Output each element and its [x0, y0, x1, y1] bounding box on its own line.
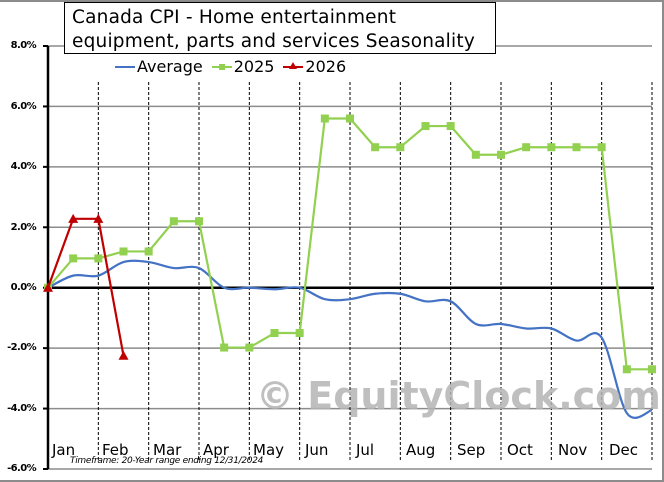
x-tick-label: Jan: [52, 441, 76, 459]
y-tick-label: -6.0%: [7, 463, 36, 474]
data-point-marker: [69, 254, 78, 263]
data-point-marker: [371, 143, 380, 152]
data-point-marker: [622, 365, 631, 374]
data-point-marker: [195, 217, 203, 226]
data-point-marker: [497, 150, 505, 159]
timeframe-note: Timeframe: 20-Year range ending 12/31/20…: [70, 456, 264, 466]
legend-item-2026: 2026: [283, 57, 346, 76]
legend-label-2025: 2025: [233, 57, 275, 76]
data-point-marker: [93, 213, 104, 223]
data-point-marker: [118, 350, 129, 360]
data-point-marker: [346, 114, 354, 123]
triangle-marker-icon: [283, 61, 304, 73]
watermark: © EquityClock.com: [256, 374, 661, 418]
data-point-marker: [119, 247, 128, 256]
data-point-marker: [245, 343, 254, 352]
data-point-marker: [144, 247, 153, 256]
series-line-average: [47, 259, 653, 419]
x-tick-label: Oct: [507, 441, 533, 459]
y-tick-label: 0.0%: [10, 282, 37, 293]
chart-title: Canada CPI - Home entertainment equipmen…: [64, 2, 496, 54]
data-point-marker: [547, 143, 556, 152]
y-tick-label: 4.0%: [10, 161, 37, 172]
y-tick-label: 8.0%: [10, 40, 37, 51]
legend-label-average: Average: [137, 57, 203, 76]
x-tick-label: Jun: [305, 441, 329, 459]
x-tick-label: Sep: [457, 441, 486, 459]
data-point-marker: [396, 143, 405, 152]
x-tick-label: Feb: [102, 441, 129, 459]
x-tick-label: Mar: [153, 441, 182, 459]
chart-legend: Average 2025 2026: [115, 57, 355, 76]
chart-title-line-2: equipment, parts and services Seasonalit…: [72, 31, 475, 52]
data-point-marker: [68, 213, 79, 223]
x-tick-label: Dec: [609, 441, 639, 459]
x-tick-label: Jul: [356, 441, 375, 459]
legend-item-average: Average: [115, 57, 203, 76]
data-point-marker: [270, 329, 279, 338]
data-point-marker: [648, 365, 656, 374]
data-point-marker: [421, 122, 430, 131]
data-point-marker: [94, 254, 103, 263]
y-tick-label: 2.0%: [10, 222, 37, 233]
y-tick-label: -2.0%: [7, 342, 36, 353]
data-point-marker: [572, 143, 581, 152]
data-point-marker: [220, 343, 229, 352]
data-point-marker: [295, 329, 304, 338]
x-tick-label: Aug: [406, 441, 436, 459]
legend-item-2025: 2025: [211, 57, 275, 76]
square-marker-icon: [211, 61, 232, 73]
series-line-2026: [46, 217, 125, 356]
y-tick-label: -4.0%: [7, 403, 36, 414]
chart-title-line-1: Canada CPI - Home entertainment: [72, 7, 397, 28]
x-tick-label: May: [253, 441, 285, 459]
legend-label-2026: 2026: [305, 57, 347, 76]
x-tick-label: Apr: [203, 441, 229, 459]
data-point-marker: [597, 143, 606, 152]
data-point-marker: [471, 150, 480, 159]
x-tick-label: Nov: [558, 441, 588, 459]
data-point-marker: [522, 143, 531, 152]
data-point-marker: [43, 282, 53, 292]
line-icon: [115, 61, 135, 73]
y-tick-label: 6.0%: [10, 101, 37, 112]
data-point-marker: [446, 122, 455, 131]
data-point-marker: [320, 114, 329, 123]
data-point-marker: [169, 217, 178, 226]
